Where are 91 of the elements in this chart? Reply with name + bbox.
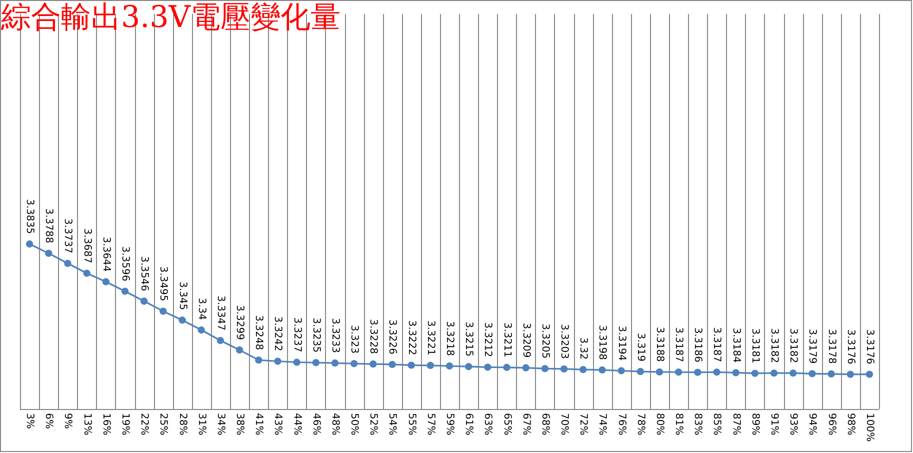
x-tick-label: 81% <box>673 413 684 436</box>
x-tick-label: 83% <box>692 413 704 436</box>
x-tick-label: 13% <box>81 413 92 436</box>
data-label: 3.3347 <box>214 296 226 330</box>
title: 綜合輸出3.3V電壓變化量 <box>1 0 340 35</box>
data-label: 3.3212 <box>482 322 494 358</box>
data-label: 3.3215 <box>463 322 474 357</box>
x-tick-label: 34% <box>214 413 226 436</box>
data-label: 3.319 <box>634 332 646 362</box>
x-tick-label: 22% <box>138 413 150 436</box>
x-tick-label: 9% <box>62 413 74 429</box>
x-tick-label: 16% <box>100 413 112 436</box>
x-tick-label: 19% <box>120 413 130 436</box>
data-label: 3.3211 <box>501 322 512 358</box>
data-label: 3.3182 <box>788 328 799 364</box>
x-tick-label: 28% <box>176 413 188 436</box>
data-label: 3.3194 <box>616 326 627 361</box>
x-tick-label: 55% <box>406 413 417 436</box>
data-label: 3.3495 <box>158 266 169 302</box>
data-label: 3.3176 <box>844 329 856 364</box>
x-tick-label: 43% <box>272 413 284 436</box>
data-label: 3.3182 <box>768 328 780 364</box>
data-label: 3.3737 <box>62 218 74 254</box>
data-label: 3.3233 <box>329 318 340 354</box>
data-label: 3.3218 <box>444 321 455 356</box>
x-tick-label: 87% <box>730 413 742 436</box>
data-label: 3.3187 <box>673 327 684 362</box>
data-label: 3.3788 <box>43 208 54 244</box>
data-label: 3.3179 <box>806 328 818 364</box>
x-tick-label: 67% <box>520 413 532 436</box>
data-label: 3.3184 <box>730 328 742 363</box>
x-tick-label: 65% <box>501 413 512 436</box>
x-tick-label: 63% <box>482 413 494 436</box>
data-label: 3.345 <box>176 281 188 310</box>
x-tick-label: 80% <box>654 413 665 436</box>
data-label: 3.3181 <box>749 328 760 364</box>
x-tick-label: 3% <box>24 413 36 429</box>
x-tick-label: 31% <box>196 413 207 436</box>
data-label: 3.34 <box>196 298 207 320</box>
data-label: 3.3248 <box>253 315 264 350</box>
data-label: 3.32 <box>578 337 589 360</box>
data-label: 3.3222 <box>406 320 417 356</box>
x-tick-label: 74% <box>596 413 608 436</box>
x-tick-label: 25% <box>158 413 169 436</box>
x-tick-label: 41% <box>253 413 264 436</box>
data-label: 3.3178 <box>826 328 837 364</box>
x-tick-label: 85% <box>711 413 722 436</box>
x-tick-label: 100% <box>864 413 875 442</box>
data-label: 3.3687 <box>81 228 92 264</box>
x-tick-label: 54% <box>386 413 398 436</box>
x-tick-label: 46% <box>310 413 322 436</box>
data-label: 3.3205 <box>539 324 550 359</box>
data-label: 3.3596 <box>120 246 130 282</box>
x-tick-label: 48% <box>329 413 340 436</box>
x-tick-label: 91% <box>768 413 780 436</box>
x-tick-label: 44% <box>291 413 302 436</box>
x-tick-label: 57% <box>424 413 436 436</box>
x-tick-label: 89% <box>749 413 760 436</box>
data-label: 3.3186 <box>692 327 704 362</box>
x-tick-label: 50% <box>348 413 360 436</box>
x-tick-label: 72% <box>578 413 589 436</box>
data-label: 3.3644 <box>100 236 112 272</box>
data-label: 3.3299 <box>234 304 246 340</box>
data-label: 3.3176 <box>864 329 875 364</box>
data-label: 3.3546 <box>138 256 150 292</box>
data-label: 3.3221 <box>424 320 436 356</box>
x-tick-label: 38% <box>234 413 246 436</box>
x-tick-label: 59% <box>444 413 455 436</box>
data-label: 3.3235 <box>310 318 322 353</box>
data-label: 3.323 <box>348 324 360 354</box>
data-label: 3.3198 <box>596 324 608 360</box>
data-label: 3.3188 <box>654 326 665 362</box>
data-label: 3.3226 <box>386 319 398 354</box>
x-tick-label: 96% <box>826 413 837 436</box>
x-tick-label: 6% <box>43 413 54 429</box>
data-label: 3.3187 <box>711 327 722 362</box>
x-tick-label: 52% <box>368 413 379 436</box>
x-tick-label: 61% <box>463 413 474 436</box>
x-tick-label: 93% <box>788 413 799 436</box>
x-tick-label: 76% <box>616 413 627 436</box>
data-label: 3.3203 <box>558 324 570 359</box>
data-label: 3.3209 <box>520 322 532 358</box>
x-tick-label: 70% <box>558 413 570 436</box>
x-tick-label: 98% <box>844 413 856 436</box>
x-tick-label: 68% <box>539 413 550 436</box>
data-label: 3.3242 <box>272 316 284 352</box>
data-label: 3.3228 <box>368 319 379 354</box>
x-tick-label: 94% <box>806 413 818 436</box>
data-label: 3.3237 <box>291 317 302 352</box>
x-tick-label: 78% <box>634 413 646 436</box>
data-label: 3.3835 <box>24 199 36 234</box>
